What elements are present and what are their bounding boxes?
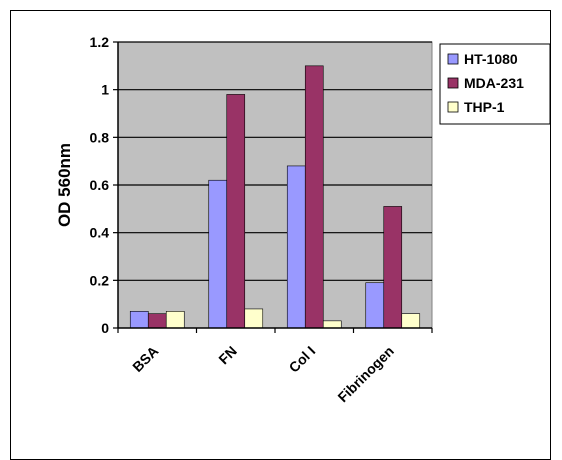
y-tick-label: 0.2 [90, 272, 110, 288]
legend: HT-1080 MDA-231 THP-1 [439, 43, 551, 125]
y-tick-labels: 0 0.2 0.4 0.6 0.8 1 1.2 [90, 34, 110, 336]
legend-label-thp-1: THP-1 [464, 99, 505, 115]
legend-label-ht-1080: HT-1080 [464, 51, 518, 67]
bars-group [129, 65, 421, 329]
y-tick-label: 0.4 [90, 225, 110, 241]
axes [113, 41, 433, 333]
bar-thp-1-fn [244, 308, 264, 329]
y-axis-label: OD 560nm [55, 143, 74, 227]
bar-mda-231-fn [226, 94, 246, 329]
legend-swatch-thp-1 [447, 101, 459, 113]
bar-mda-231-col-i [304, 65, 324, 329]
x-tick-labels: BSA FN Col I Fibrinogen [129, 343, 397, 405]
gridlines [118, 41, 432, 281]
bar-thp-1-bsa [165, 311, 185, 329]
y-tick-label: 0.6 [90, 177, 110, 193]
bar-mda-231-bsa [147, 313, 167, 329]
legend-swatch-mda-231 [447, 77, 459, 89]
bar-thp-1-fibrinogen [401, 313, 421, 329]
bar-ht-1080-fibrinogen [365, 282, 385, 329]
legend-label-mda-231: MDA-231 [464, 75, 524, 91]
x-tick-label-fn: FN [215, 343, 240, 368]
y-tick-label: 1.2 [90, 34, 110, 50]
x-tick-label-fibrinogen: Fibrinogen [334, 343, 396, 405]
bar-thp-1-col-i [322, 320, 342, 329]
x-tick-label-col-i: Col I [286, 343, 319, 376]
bar-mda-231-fibrinogen [383, 206, 403, 329]
y-tick-label: 0.8 [90, 129, 110, 145]
bar-ht-1080-fn [208, 179, 228, 329]
x-tick-label-bsa: BSA [129, 343, 161, 375]
y-tick-label: 1 [101, 82, 109, 98]
bar-ht-1080-bsa [129, 311, 149, 329]
y-tick-label: 0 [101, 320, 109, 336]
legend-swatch-ht-1080 [447, 53, 459, 65]
bar-ht-1080-col-i [286, 165, 306, 329]
